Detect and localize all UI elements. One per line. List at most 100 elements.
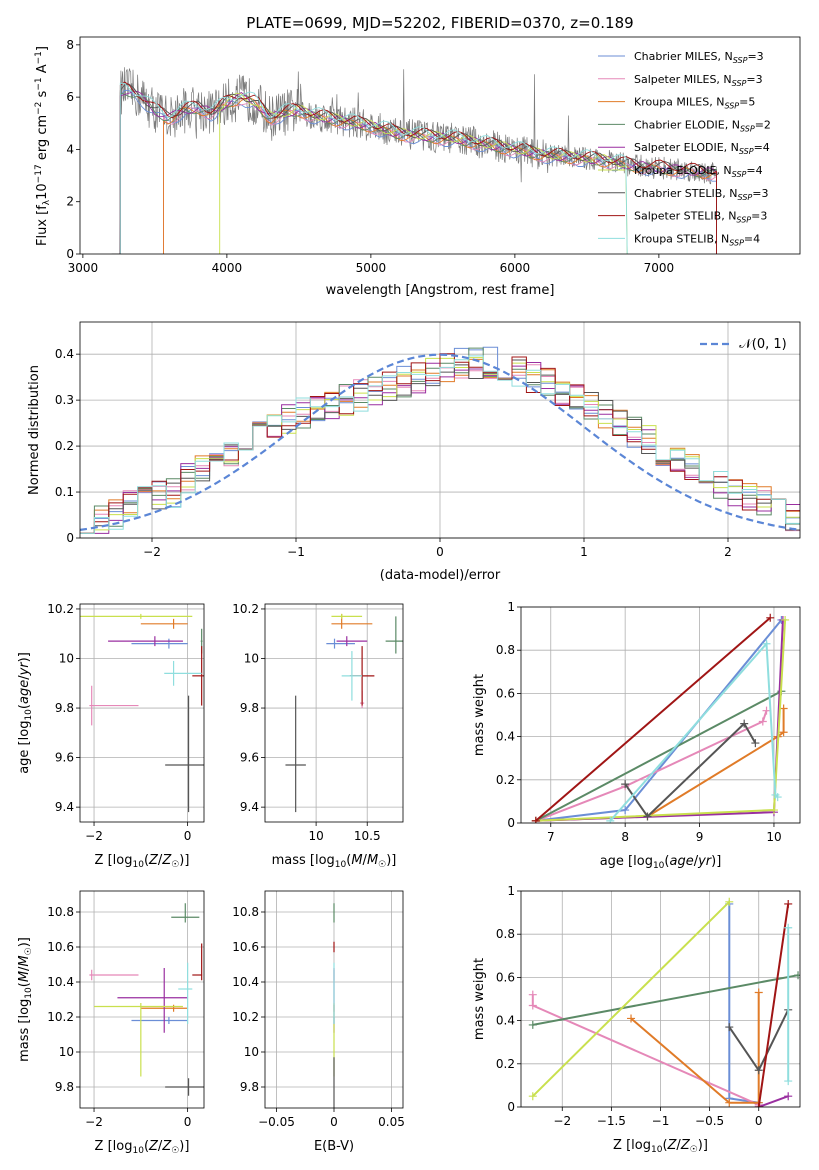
x-tick-label: −0.05 <box>258 1115 295 1129</box>
x-tick-label: 0 <box>330 1115 338 1129</box>
y-tick-label: 1 <box>507 600 515 614</box>
y-tick-label: 10.4 <box>232 975 259 989</box>
mass-weight-line <box>532 901 731 1097</box>
mass-weight-point <box>762 706 771 715</box>
mass-weight-line <box>535 617 771 822</box>
y-tick-label: 0.1 <box>55 485 74 499</box>
age-vs-mass-panel: 10 10.5 9.4 9.6 9.8 10 10.2 mass [log10(M/M☉)] <box>232 602 404 870</box>
y-tick-label: 0.2 <box>496 1057 515 1071</box>
legend-entry: Chabrier STELIB, NSSP=3 <box>634 187 768 202</box>
x-tick-label: 0 <box>184 829 192 843</box>
x-tick-label: 1 <box>580 545 588 559</box>
y-tick-label: 0.4 <box>55 347 74 361</box>
legend-entry: Chabrier ELODIE, NSSP=2 <box>634 118 771 133</box>
x-axis-label: Z [log10(Z/Z☉)] <box>95 853 190 870</box>
x-tick-label: 0 <box>436 545 444 559</box>
y-tick-label: 10.2 <box>47 1010 74 1024</box>
axes-frame <box>79 321 801 539</box>
x-tick-label: 4000 <box>212 261 243 275</box>
y-tick-label: 0.2 <box>55 439 74 453</box>
mass-weight-point <box>621 780 630 789</box>
x-tick-label: −2 <box>85 829 103 843</box>
x-axis-label: Z [log10(Z/Z☉)] <box>613 1138 708 1155</box>
x-axis-label: Z [log10(Z/Z☉)] <box>95 1139 190 1156</box>
mass-weight-point <box>643 812 652 821</box>
y-tick-label: 10 <box>59 652 74 666</box>
plot-area <box>285 613 403 813</box>
mass-weight-point <box>769 806 778 815</box>
axes-frame <box>520 890 801 1108</box>
y-tick-label: 0 <box>66 531 74 545</box>
mass-weight-vs-metallicity-panel: −2 −1.5 −1 −0.5 0 0 0.2 0.4 0.6 0.8 1 Z [log10(Z/Z☉… <box>472 884 801 1155</box>
mass-weight-line <box>630 992 760 1104</box>
plot-area <box>80 346 800 534</box>
x-tick-label: 7000 <box>644 261 675 275</box>
mass-weight-line <box>758 1095 789 1107</box>
x-axis-label: wavelength [Angstrom, rest frame] <box>326 283 555 298</box>
y-tick-label: 4 <box>66 142 74 156</box>
y-tick-label: 0.8 <box>496 927 515 941</box>
y-axis-label: Normed distribution <box>27 365 42 495</box>
mass-weight-point <box>784 923 793 932</box>
x-tick-label: −1 <box>652 1114 670 1128</box>
mass-weight-line <box>609 641 779 822</box>
y-tick-label: 9.6 <box>240 751 259 765</box>
mass-weight-point <box>754 988 763 997</box>
mass-weight-vs-age-panel: 7 8 9 10 0 0.2 0.4 0.6 0.8 1 age [log10(age/yr)] ma… <box>472 600 801 871</box>
axes-frame <box>264 603 404 823</box>
x-tick-label: 0.05 <box>378 1115 405 1129</box>
x-tick-label: 10 <box>766 830 781 844</box>
mass-weight-point <box>754 1103 763 1107</box>
mass-weight-point <box>758 717 767 726</box>
y-axis-label: mass [log10(M/M☉)] <box>17 937 34 1062</box>
residual-histogram-step <box>80 355 800 534</box>
mass-weight-point <box>725 1098 734 1107</box>
y-tick-label: 10.4 <box>47 975 74 989</box>
y-tick-label: 10 <box>59 1045 74 1059</box>
mass-weight-point <box>762 639 771 648</box>
y-tick-label: 10 <box>244 1045 259 1059</box>
y-tick-label: 0 <box>507 1100 515 1114</box>
x-tick-label: 8 <box>621 830 629 844</box>
y-tick-label: 8 <box>66 38 74 52</box>
model-spectrum-line <box>119 82 628 254</box>
model-spectrum-line <box>163 97 717 254</box>
y-tick-label: 0.6 <box>496 686 515 700</box>
legend-entry: Kroupa ELODIE, NSSP=4 <box>634 164 763 179</box>
mass-weight-point <box>528 1092 537 1101</box>
spectrum-panel: 3000 4000 5000 6000 7000 0 2 4 6 8 wavelength [Ang… <box>34 36 801 298</box>
y-tick-label: 10 <box>244 652 259 666</box>
mass-weight-line <box>757 903 790 1107</box>
x-tick-label: −2 <box>143 545 161 559</box>
x-tick-label: 0 <box>755 1114 763 1128</box>
x-tick-label: −1.5 <box>597 1114 626 1128</box>
mass-weight-line <box>532 974 799 1026</box>
mass-weight-point <box>784 1077 793 1086</box>
model-spectrum-line <box>119 89 717 254</box>
model-spectrum-line <box>119 92 717 254</box>
x-tick-label: 5000 <box>356 261 387 275</box>
x-axis-label: E(B-V) <box>314 1139 354 1154</box>
plot-area <box>111 67 717 254</box>
axes-frame <box>79 36 801 255</box>
x-axis-label: age [log10(age/yr)] <box>600 854 722 871</box>
y-tick-label: 10.2 <box>47 602 74 616</box>
mass-weight-point <box>531 816 540 823</box>
mass-weight-point <box>740 719 749 728</box>
x-tick-label: 9 <box>696 830 704 844</box>
x-tick-label: 6000 <box>500 261 531 275</box>
mass-weight-line <box>535 690 782 822</box>
y-tick-label: 0.4 <box>496 1014 515 1028</box>
model-spectrum-line <box>219 92 628 254</box>
plot-area <box>89 903 204 1096</box>
x-tick-label: 3000 <box>68 261 99 275</box>
y-axis-label: age [log10(age/yr)] <box>17 652 34 774</box>
y-tick-label: 10.6 <box>232 940 259 954</box>
plot-area <box>80 613 204 813</box>
x-axis-label: (data-model)/error <box>380 568 501 583</box>
mass-weight-point <box>779 704 788 713</box>
residual-histogram-panel: −2 −1 0 1 2 0 0.1 0.2 0.3 0.4 (data-model)/error No… <box>27 321 801 583</box>
mass-weight-point <box>627 1014 636 1023</box>
model-spectrum-line <box>119 81 717 254</box>
